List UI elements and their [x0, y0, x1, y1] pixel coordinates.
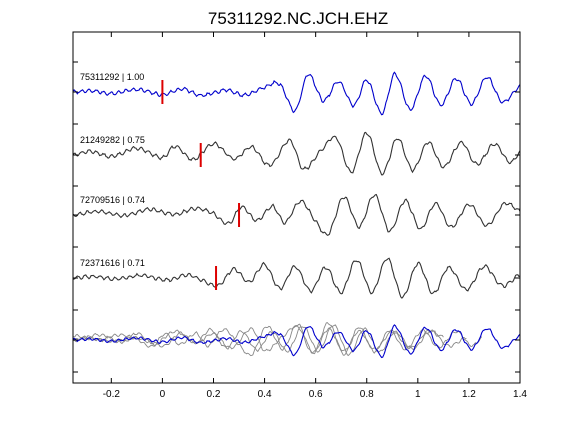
trace-72371616 [72, 257, 521, 299]
trace-label-72709516: 72709516 | 0.74 [80, 195, 145, 205]
trace-75311292 [72, 71, 521, 116]
x-tick-label: 1.4 [513, 389, 527, 400]
trace-72709516 [72, 193, 521, 236]
overlay-group [72, 322, 521, 359]
traces-group [72, 71, 521, 299]
trace-label-72371616: 72371616 | 0.71 [80, 258, 145, 268]
x-tick-label: 0.8 [360, 389, 374, 400]
x-tick-label: 0 [160, 389, 166, 400]
x-tick-label: -0.2 [103, 389, 121, 400]
x-tick-label: 0.2 [207, 389, 221, 400]
picks-group [161, 80, 241, 290]
x-tick-labels-group: -0.2 0 0.2 0.4 0.6 0.8 1 1.2 1.4 [103, 389, 528, 400]
overlay-trace-75311292 [72, 324, 521, 359]
trace-label-75311292: 75311292 | 1.00 [80, 72, 144, 82]
x-tick-label: 0.6 [309, 389, 323, 400]
x-tick-label: 1 [415, 389, 421, 400]
plot-frame [72, 31, 521, 384]
chart-title: 75311292.NC.JCH.EHZ [208, 9, 388, 28]
ticks-group [73, 32, 521, 383]
trace-21249282 [72, 131, 521, 176]
x-tick-label: 1.2 [462, 389, 476, 400]
x-tick-label: 0.4 [258, 389, 272, 400]
trace-labels-group: 75311292 | 1.00 21249282 | 0.75 72709516 |… [80, 72, 145, 268]
trace-label-21249282: 21249282 | 0.75 [80, 135, 145, 145]
overlay-trace-72371616 [73, 324, 467, 357]
